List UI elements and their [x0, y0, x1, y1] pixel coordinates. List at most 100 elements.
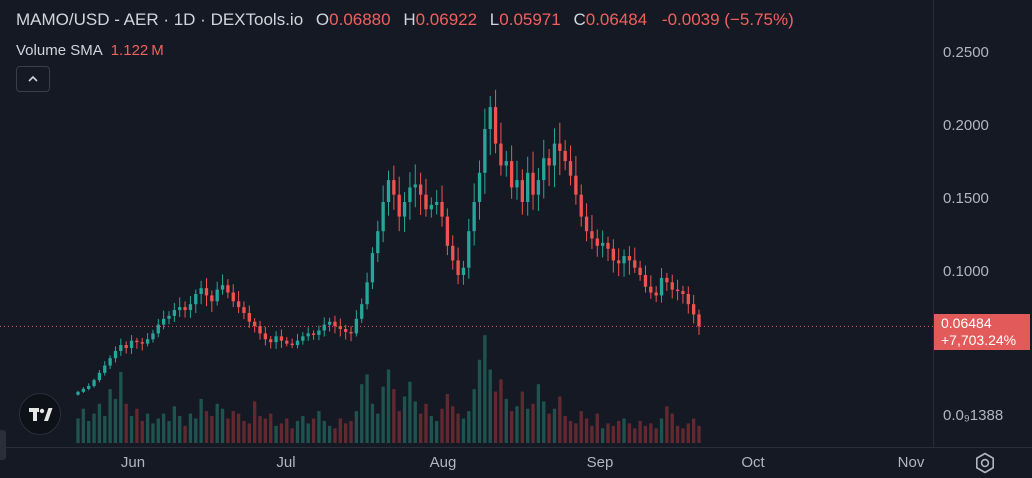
volume-bar: [108, 389, 112, 443]
candle-body: [236, 301, 241, 308]
candle-body: [258, 326, 262, 334]
volume-bar: [306, 423, 310, 443]
candle-body: [686, 293, 690, 305]
volume-value: 1.122 M: [110, 42, 164, 59]
volume-bar: [424, 403, 428, 443]
volume-bar: [472, 389, 476, 443]
candle-body: [151, 333, 155, 340]
candle-body: [472, 202, 476, 232]
candle-body: [215, 289, 219, 302]
candle-body: [429, 204, 433, 210]
candle-body: [226, 285, 230, 293]
candle-body: [408, 187, 412, 202]
volume-bar: [413, 401, 417, 443]
volume-bar: [151, 423, 155, 443]
candle-body: [675, 289, 680, 292]
volume-bar: [627, 423, 632, 443]
candle-body: [424, 194, 428, 210]
volume-legend[interactable]: Volume SMA 1.122 M: [16, 42, 164, 59]
volume-bar: [376, 413, 380, 443]
settings-gear-icon[interactable]: [974, 452, 996, 474]
volume-bar: [103, 416, 107, 443]
candle-body: [381, 202, 385, 232]
y-tick-label: 0.2500: [943, 44, 989, 61]
candle-body: [579, 194, 583, 217]
candle-body: [365, 282, 369, 305]
candle-body: [488, 107, 492, 129]
x-tick-label: Jul: [276, 454, 296, 471]
volume-bar: [269, 413, 273, 443]
candle-body: [649, 286, 653, 293]
candle-body: [124, 345, 128, 348]
volume-bar: [681, 428, 685, 443]
candle-body: [161, 318, 166, 325]
volume-bar: [563, 416, 567, 443]
candle-body: [440, 202, 444, 217]
candle-body: [290, 343, 294, 346]
side-panel-handle[interactable]: [0, 430, 6, 460]
candle-body: [87, 385, 91, 389]
volume-bar: [226, 418, 230, 443]
volume-bar: [188, 413, 193, 443]
volume-bar: [638, 420, 642, 443]
candle-body: [477, 172, 482, 202]
low-label: L: [489, 10, 500, 29]
candle-body: [274, 336, 278, 343]
volume-bar: [547, 413, 551, 443]
volume-bar: [595, 413, 599, 443]
candle-body: [376, 231, 380, 254]
volume-bar: [113, 398, 118, 443]
candle-body: [295, 340, 300, 346]
volume-bar: [499, 379, 503, 443]
volume-bar: [274, 425, 278, 443]
volume-bar: [317, 411, 321, 443]
volume-bar: [253, 401, 257, 443]
candle-body: [542, 158, 546, 181]
volume-bar: [600, 428, 605, 443]
candle-body: [97, 372, 102, 381]
volume-bar: [172, 406, 177, 443]
volume-bar: [402, 396, 407, 443]
volume-bar: [258, 416, 262, 443]
volume-bar: [349, 420, 353, 443]
volume-bar: [590, 425, 594, 443]
candle-body: [81, 388, 86, 392]
volume-bar: [344, 423, 348, 443]
candle-body: [247, 312, 251, 322]
candle-body: [536, 180, 541, 195]
candle-body: [145, 339, 150, 344]
y-tick-label: 0.0₉1388: [943, 407, 1004, 424]
volume-bar: [568, 420, 573, 443]
volume-bar: [526, 408, 530, 443]
volume-bar: [477, 359, 482, 443]
volume-bar: [365, 374, 369, 443]
candle-body: [108, 358, 112, 366]
tradingview-logo[interactable]: [19, 393, 61, 435]
volume-bar: [301, 416, 305, 443]
volume-bar: [542, 401, 546, 443]
y-tick-label: 0.2000: [943, 117, 989, 134]
symbol-title[interactable]: MAMO/USD - AER · 1D · DEXTools.io: [16, 10, 304, 29]
candle-body: [617, 260, 621, 264]
candle-body: [354, 318, 359, 334]
candle-body: [140, 342, 144, 344]
candle-body: [552, 143, 557, 166]
candle-body: [435, 202, 439, 205]
candle-body: [611, 248, 616, 261]
volume-bar: [558, 396, 562, 443]
candle-body: [691, 304, 696, 315]
volume-bar: [242, 420, 246, 443]
candle-body: [622, 256, 626, 264]
volume-bar: [461, 418, 466, 443]
candle-body: [584, 216, 589, 232]
candle-body: [156, 324, 160, 334]
x-tick-label: Aug: [429, 454, 457, 471]
x-tick-label: Oct: [741, 454, 765, 471]
collapse-legend-button[interactable]: [16, 66, 50, 92]
time-axis-divider: [0, 447, 1032, 448]
volume-bar: [686, 423, 690, 443]
candle-body: [627, 256, 632, 261]
volume-bar: [397, 411, 401, 443]
volume-bar: [488, 369, 492, 443]
